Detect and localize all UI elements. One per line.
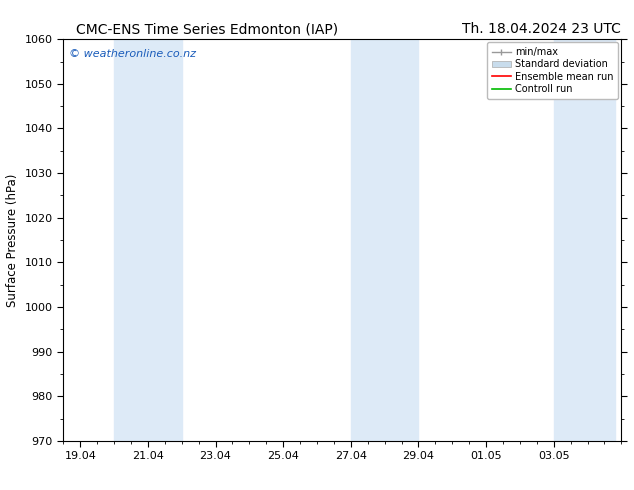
Text: © weatheronline.co.nz: © weatheronline.co.nz [69,49,196,59]
Bar [114,39,182,441]
Y-axis label: Surface Pressure (hPa): Surface Pressure (hPa) [6,173,19,307]
Legend: min/max, Standard deviation, Ensemble mean run, Controll run: min/max, Standard deviation, Ensemble me… [487,42,618,99]
Title: CMC-ENS Time Series Edmonton (IAP)      Th. 18.04.2024 23 UTC: CMC-ENS Time Series Edmonton (IAP) Th. 1… [0,489,1,490]
Bar [351,39,418,441]
Text: CMC-ENS Time Series Edmonton (IAP): CMC-ENS Time Series Edmonton (IAP) [76,22,338,36]
Text: Th. 18.04.2024 23 UTC: Th. 18.04.2024 23 UTC [462,22,621,36]
Bar [553,39,614,441]
